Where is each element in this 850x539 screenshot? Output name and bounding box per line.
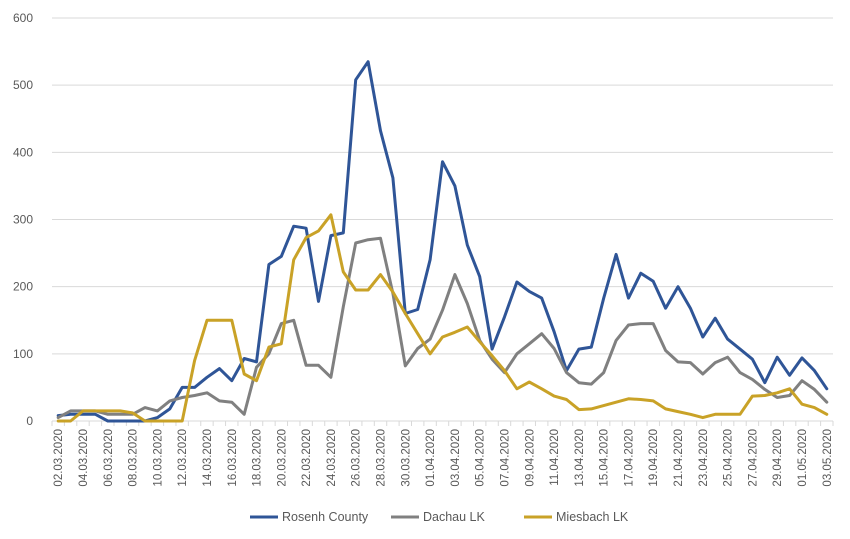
series-lines: [56, 60, 829, 423]
y-tick-label: 300: [13, 213, 33, 227]
x-tick-label: 21.04.2020: [673, 429, 685, 487]
x-tick-label: 18.03.2020: [252, 429, 264, 487]
x-tick-label: 09.04.2020: [524, 429, 536, 487]
legend-label: Dachau LK: [423, 510, 486, 524]
x-tick-label: 30.03.2020: [400, 429, 412, 487]
legend-label: Miesbach LK: [556, 510, 629, 524]
x-tick-label: 07.04.2020: [499, 429, 511, 487]
x-tick-label: 16.03.2020: [227, 429, 239, 487]
x-tick-label: 03.05.2020: [822, 429, 834, 487]
x-tick-label: 08.03.2020: [128, 429, 140, 487]
x-tick-label: 03.04.2020: [450, 429, 462, 487]
x-tick-label: 10.03.2020: [152, 429, 164, 487]
x-tick-label: 17.04.2020: [623, 429, 635, 487]
x-tick-label: 23.04.2020: [698, 429, 710, 487]
x-tick-label: 02.03.2020: [53, 429, 65, 487]
x-tick-label: 26.03.2020: [351, 429, 363, 487]
series-line-miesbach-lk: [56, 213, 829, 423]
x-tick-label: 19.04.2020: [648, 429, 660, 487]
y-tick-label: 200: [13, 280, 33, 294]
y-tick-label: 100: [13, 347, 33, 361]
y-tick-label: 400: [13, 145, 33, 159]
x-tick-label: 11.04.2020: [549, 429, 561, 486]
x-tick-label: 13.04.2020: [574, 429, 586, 487]
x-tick-label: 28.03.2020: [376, 429, 388, 487]
x-tick-label: 06.03.2020: [103, 429, 115, 487]
x-tick-label: 22.03.2020: [301, 429, 313, 487]
y-tick-label: 600: [13, 11, 33, 25]
x-tick-label: 05.04.2020: [475, 429, 487, 487]
x-tick-label: 04.03.2020: [78, 429, 90, 487]
series-line-rosenh-county: [56, 60, 829, 423]
x-tick-label: 01.04.2020: [425, 429, 437, 487]
x-tick-label: 12.03.2020: [177, 429, 189, 487]
legend: Rosenh County Dachau LK Miesbach LK: [250, 510, 629, 524]
x-tick-label: 15.04.2020: [599, 429, 611, 487]
series-line-dachau-lk: [56, 236, 829, 420]
x-tick-label: 14.03.2020: [202, 429, 214, 487]
x-tick-label: 01.05.2020: [797, 429, 809, 487]
y-tick-label: 500: [13, 78, 33, 92]
x-tick-label: 29.04.2020: [772, 429, 784, 487]
x-tick-label: 27.04.2020: [747, 429, 759, 487]
x-tick-label: 25.04.2020: [723, 429, 735, 487]
x-axis-tick-labels: 02.03.2020 04.03.2020 06.03.2020 08.03.2020…: [53, 429, 834, 487]
x-tick-label: 20.03.2020: [276, 429, 288, 487]
legend-label: Rosenh County: [282, 510, 369, 524]
y-axis-tick-labels: 0 100 200 300 400 500 600: [13, 11, 33, 428]
x-tick-label: 24.03.2020: [326, 429, 338, 487]
y-tick-label: 0: [26, 414, 33, 428]
gridlines: [51, 17, 834, 426]
